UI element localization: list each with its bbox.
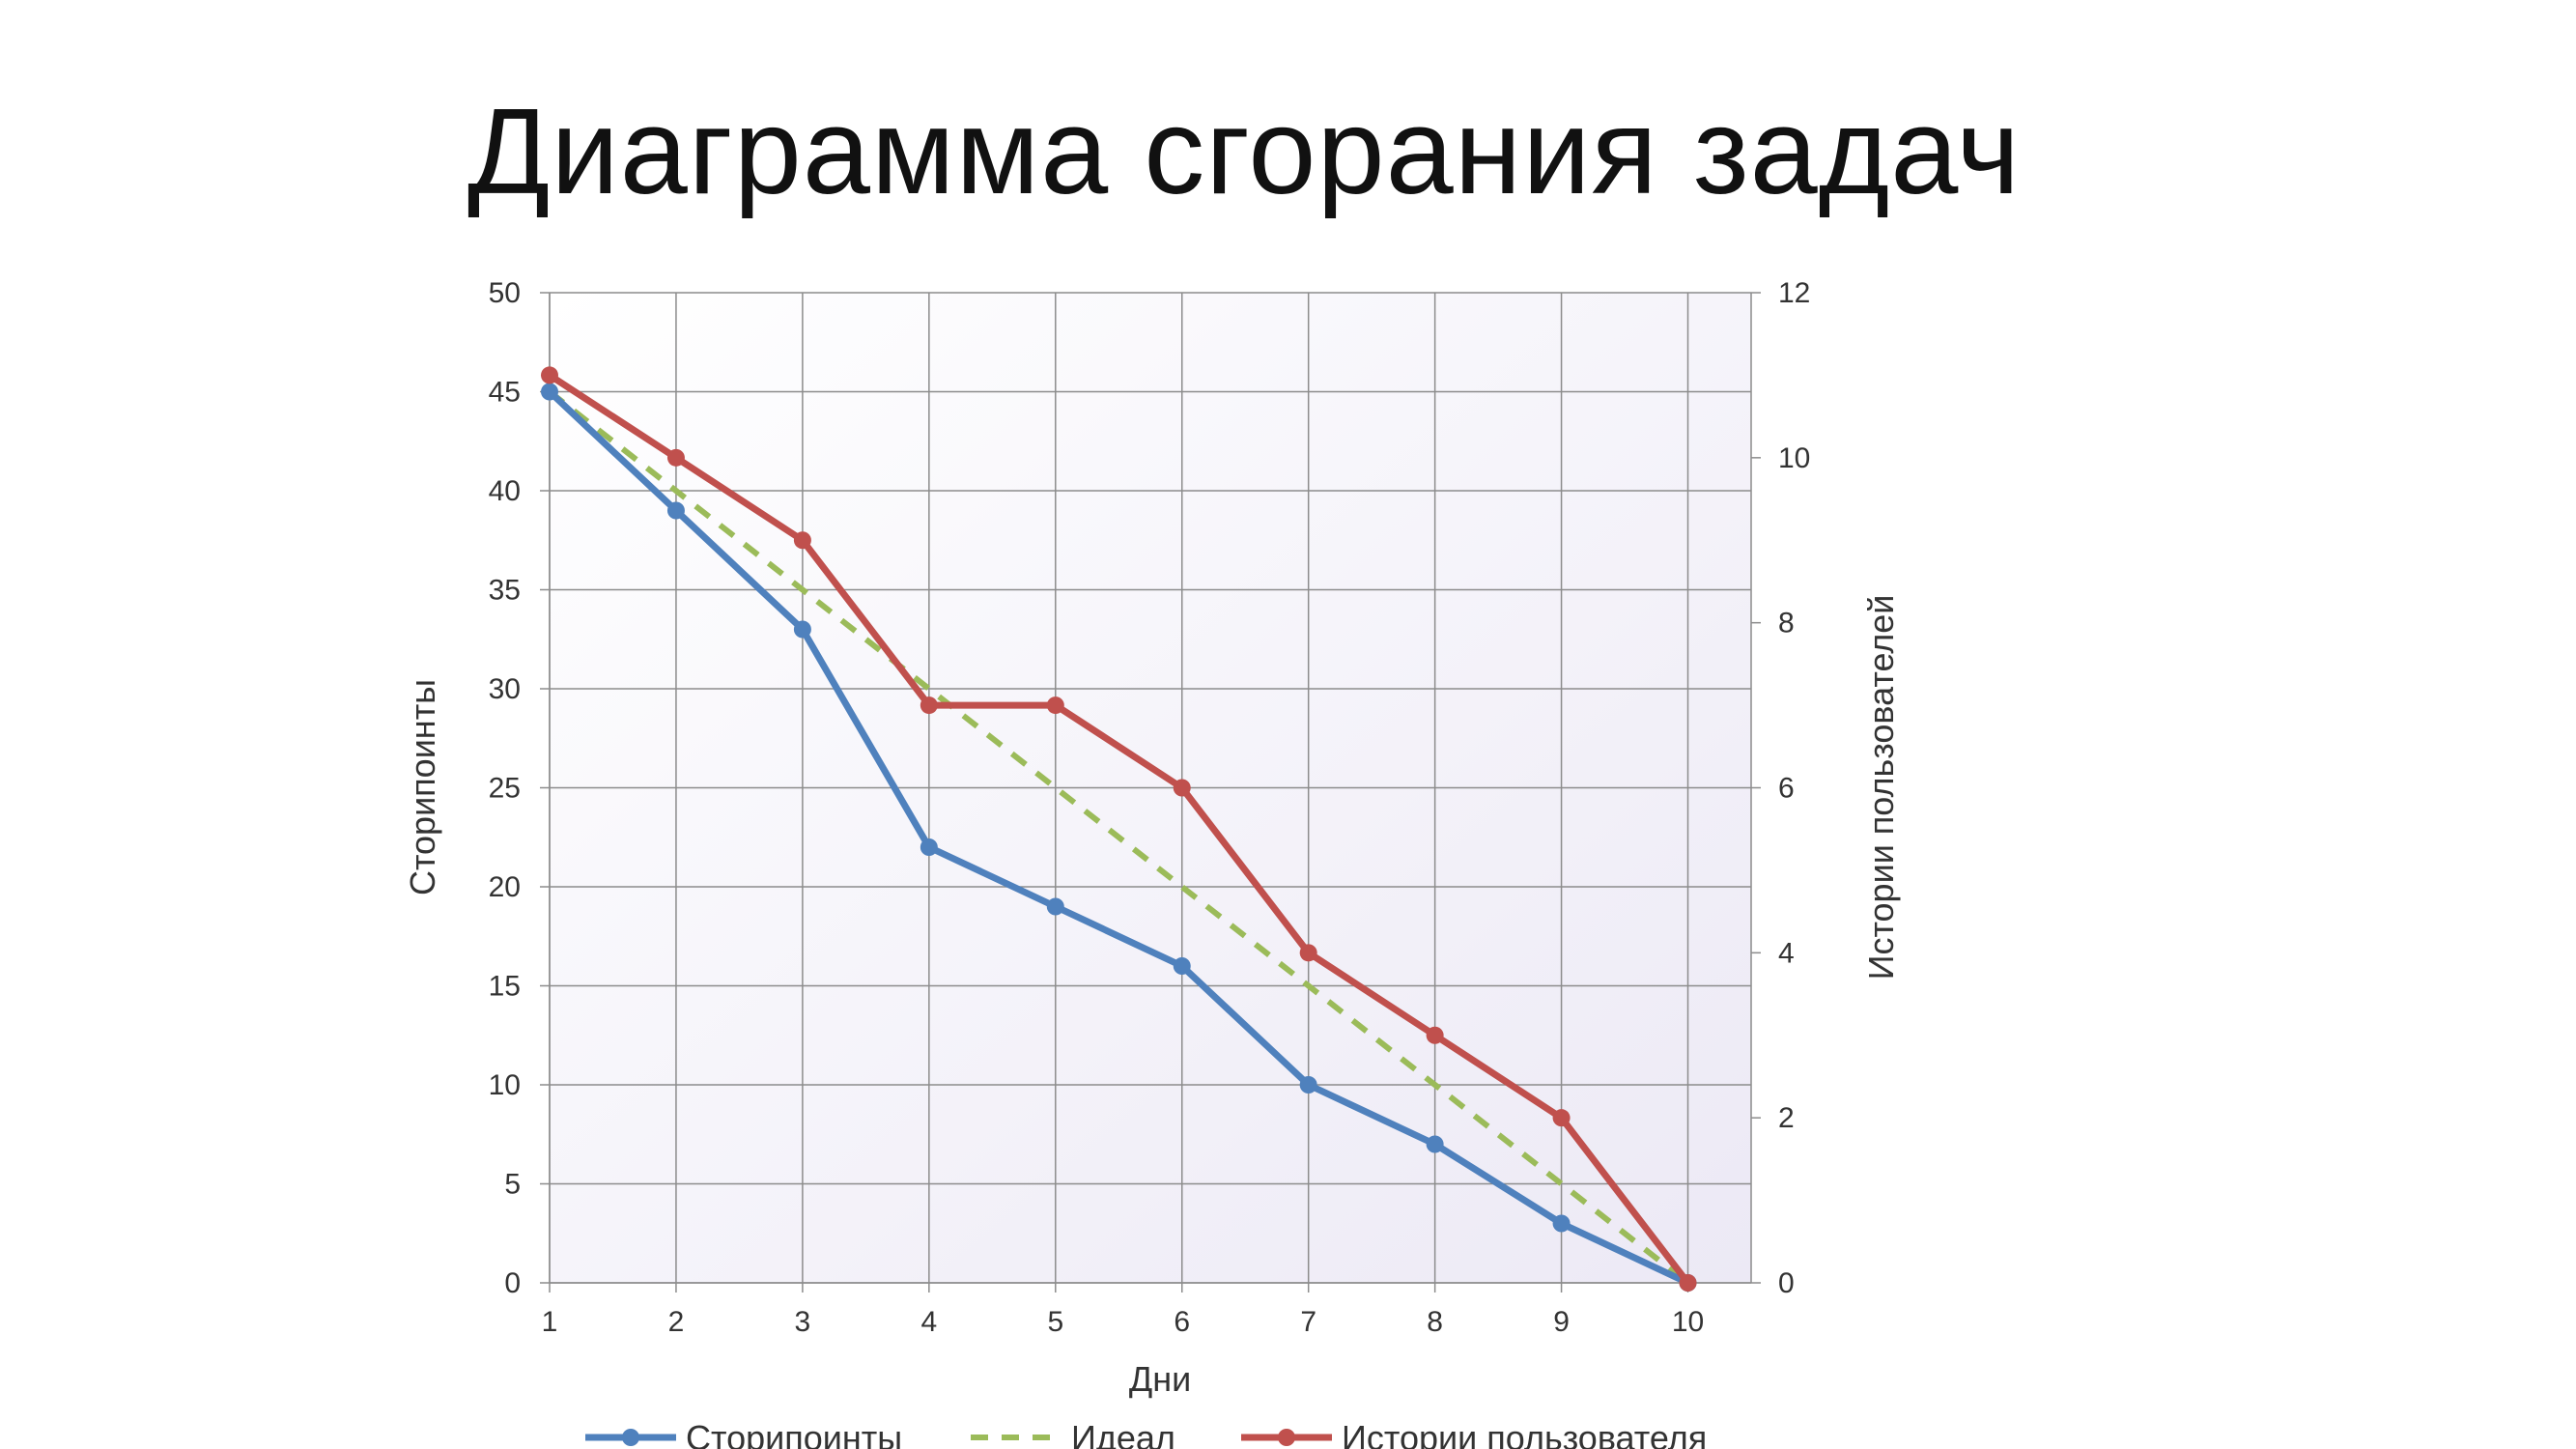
series-point-0	[1046, 897, 1064, 916]
y2-tick-label: 0	[1778, 1267, 1795, 1299]
legend-label-2: Истории пользователя	[1342, 1418, 1707, 1449]
series-point-0	[1299, 1076, 1317, 1094]
legend: Сторипоинты Идеал Истории пользователя	[585, 1418, 1707, 1449]
y-tick-label: 30	[489, 673, 521, 705]
y-tick-label: 20	[489, 871, 521, 903]
x-tick-label: 9	[1553, 1306, 1570, 1338]
series-point-2	[1552, 1109, 1571, 1127]
series-point-2	[920, 696, 938, 715]
x-tick-label: 10	[1672, 1306, 1704, 1338]
series-point-0	[1426, 1135, 1444, 1153]
legend-label-0: Сторипоинты	[686, 1418, 902, 1449]
series-point-0	[1173, 957, 1191, 975]
legend-label-1: Идеал	[1071, 1418, 1175, 1449]
y2-axis-title: Истории пользователей	[1861, 595, 1901, 980]
y2-tick-label: 10	[1778, 442, 1810, 474]
y-tick-label: 15	[489, 971, 521, 1003]
y-tick-label: 0	[504, 1267, 521, 1299]
series-point-2	[541, 366, 558, 384]
series-line-1	[548, 389, 1690, 1286]
series-point-0	[1552, 1214, 1571, 1233]
axes	[540, 292, 1761, 1293]
y-axis-title: Сторипоинты	[403, 679, 442, 895]
legend-marker-0	[622, 1429, 639, 1446]
x-tick-label: 6	[1174, 1306, 1190, 1338]
series-point-0	[666, 501, 685, 520]
y2-tick-label: 2	[1778, 1102, 1795, 1134]
y-tick-label: 10	[489, 1069, 521, 1101]
x-tick-label: 5	[1047, 1306, 1063, 1338]
y-tick-label: 50	[489, 277, 521, 309]
series-point-2	[1299, 944, 1317, 962]
series-point-2	[1046, 696, 1064, 715]
series-layer	[541, 366, 1697, 1292]
x-tick-label: 7	[1300, 1306, 1316, 1338]
x-tick-label: 4	[920, 1306, 937, 1338]
y-tick-label: 35	[489, 575, 521, 607]
x-tick-label: 8	[1427, 1306, 1443, 1338]
y2-tick-label: 12	[1778, 277, 1810, 309]
y2-tick-label: 8	[1778, 608, 1795, 639]
x-tick-label: 1	[542, 1306, 558, 1338]
y-tick-label: 45	[489, 377, 521, 409]
x-tick-label: 3	[795, 1306, 811, 1338]
x-tick-label: 2	[668, 1306, 685, 1338]
series-point-0	[920, 838, 938, 856]
series-line-2	[546, 371, 1692, 1287]
slide-title: Диаграмма сгорания задач	[467, 83, 2022, 219]
y-tick-label: 5	[504, 1169, 521, 1201]
series-point-2	[1426, 1026, 1444, 1044]
x-axis-title: Дни	[1129, 1359, 1191, 1399]
series-point-2	[1679, 1274, 1697, 1292]
y2-tick-label: 4	[1778, 937, 1795, 969]
series-point-2	[666, 448, 685, 467]
legend-marker-2	[1278, 1429, 1295, 1446]
series-point-2	[793, 531, 811, 550]
series-point-0	[793, 620, 811, 639]
y-tick-label: 25	[489, 773, 521, 805]
series-point-2	[1173, 779, 1191, 797]
y2-tick-label: 6	[1778, 773, 1795, 805]
y-tick-label: 40	[489, 475, 521, 507]
series-line-0	[546, 388, 1692, 1287]
series-point-0	[541, 383, 558, 401]
